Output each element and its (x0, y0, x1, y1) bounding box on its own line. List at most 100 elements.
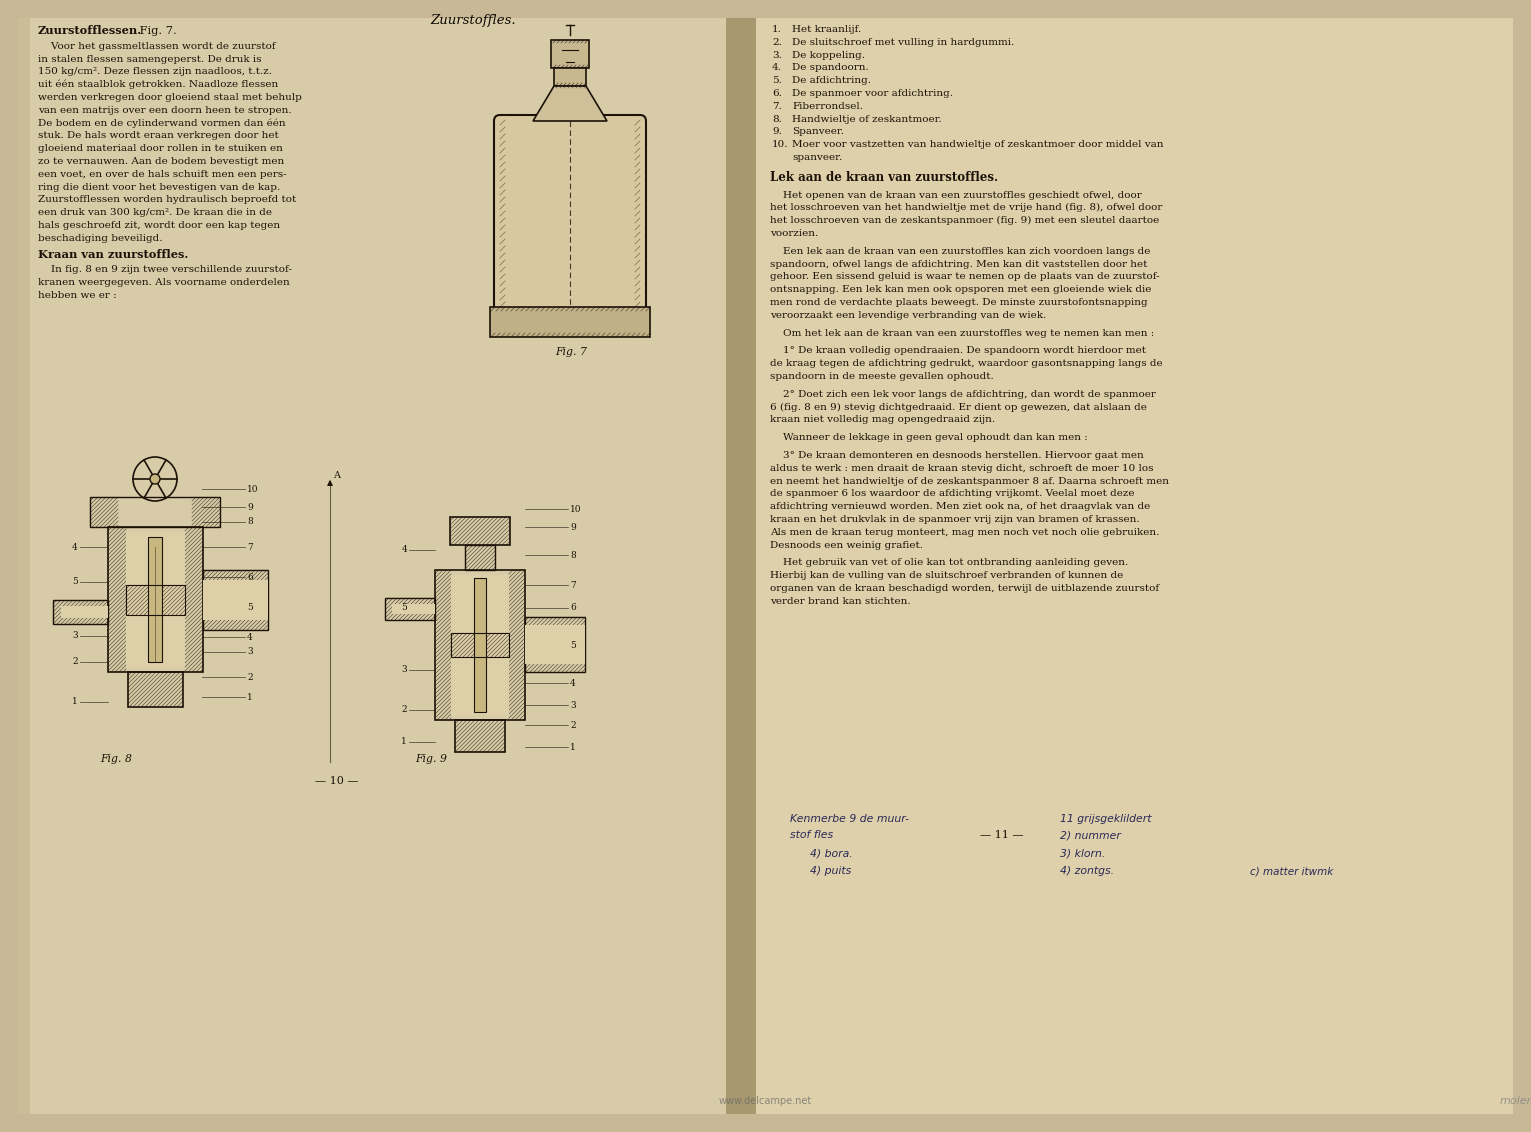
Text: Zuurstofflessen worden hydraulisch beproefd tot: Zuurstofflessen worden hydraulisch bepro… (38, 196, 297, 205)
Text: Het gebruik van vet of olie kan tot ontbranding aanleiding geven.: Het gebruik van vet of olie kan tot ontb… (770, 558, 1128, 567)
Text: 3° De kraan demonteren en desnoods herstellen. Hiervoor gaat men: 3° De kraan demonteren en desnoods herst… (770, 451, 1144, 460)
Text: Fiberrondsel.: Fiberrondsel. (792, 102, 863, 111)
Text: werden verkregen door gloeiend staal met behulp: werden verkregen door gloeiend staal met… (38, 93, 302, 102)
Text: De afdichtring.: De afdichtring. (792, 76, 871, 85)
Text: 7: 7 (246, 542, 253, 551)
Bar (392, 604, 435, 614)
Bar (384, 598, 435, 620)
Text: 4: 4 (72, 542, 78, 551)
Bar (452, 575, 508, 715)
Text: 1: 1 (246, 693, 253, 702)
Text: De spandoorn.: De spandoorn. (792, 63, 868, 72)
Text: gloeiend materiaal door rollen in te stuiken en: gloeiend materiaal door rollen in te stu… (38, 144, 283, 153)
Text: Kraan van zuurstoffles.: Kraan van zuurstoffles. (38, 249, 188, 259)
Text: www.delcampe.net: www.delcampe.net (718, 1096, 811, 1106)
Text: 6 (fig. 8 en 9) stevig dichtgedraaid. Er dient op gewezen, dat alslaan de: 6 (fig. 8 en 9) stevig dichtgedraaid. Er… (770, 403, 1147, 412)
Text: kraan niet volledig mag opengedraaid zijn.: kraan niet volledig mag opengedraaid zij… (770, 415, 995, 424)
Bar (726, 18, 756, 1114)
Text: 1: 1 (72, 697, 78, 706)
Text: 8.: 8. (772, 114, 782, 123)
Bar (109, 528, 204, 672)
Text: Het openen van de kraan van een zuurstoffles geschiedt ofwel, door: Het openen van de kraan van een zuurstof… (770, 190, 1142, 199)
Text: 5: 5 (401, 603, 407, 612)
Bar (204, 571, 268, 631)
Text: hebben we er :: hebben we er : (38, 291, 116, 300)
Bar (90, 497, 220, 528)
Polygon shape (533, 86, 606, 121)
Text: veroorzaakt een levendige verbranding van de wiek.: veroorzaakt een levendige verbranding va… (770, 311, 1046, 320)
Text: kranen weergegeven. Als voorname onderdelen: kranen weergegeven. Als voorname onderde… (38, 278, 289, 288)
Bar (126, 585, 185, 615)
Bar (149, 537, 162, 662)
Text: De bodem en de cylinderwand vormen dan één: De bodem en de cylinderwand vormen dan é… (38, 118, 286, 128)
Text: — 11 —: — 11 — (980, 830, 1024, 840)
Text: 2: 2 (401, 705, 407, 714)
Bar (525, 625, 585, 664)
Text: het losschroeven van het handwieltje met de vrije hand (fig. 8), ofwel door: het losschroeven van het handwieltje met… (770, 204, 1162, 213)
Text: de kraag tegen de afdichtring gedrukt, waardoor gasontsnapping langs de: de kraag tegen de afdichtring gedrukt, w… (770, 359, 1162, 368)
Text: 9: 9 (570, 523, 576, 532)
Text: 6: 6 (246, 573, 253, 582)
Text: De spanmoer voor afdichtring.: De spanmoer voor afdichtring. (792, 89, 952, 98)
Text: spandoorn in de meeste gevallen ophoudt.: spandoorn in de meeste gevallen ophoudt. (770, 372, 994, 381)
Text: Hierbij kan de vulling van de sluitschroef verbranden of kunnen de: Hierbij kan de vulling van de sluitschro… (770, 572, 1124, 581)
Text: spandoorn, ofwel langs de afdichtring. Men kan dit vaststellen door het: spandoorn, ofwel langs de afdichtring. M… (770, 259, 1147, 268)
Text: afdichtring vernieuwd worden. Men ziet ook na, of het draagvlak van de: afdichtring vernieuwd worden. Men ziet o… (770, 503, 1150, 512)
Text: 2: 2 (246, 672, 253, 681)
Bar (450, 517, 510, 544)
Text: De sluitschroef met vulling in hardgummi.: De sluitschroef met vulling in hardgummi… (792, 37, 1014, 46)
Text: 5: 5 (570, 641, 576, 650)
Text: zo te vernauwen. Aan de bodem bevestigt men: zo te vernauwen. Aan de bodem bevestigt … (38, 157, 285, 166)
Text: 3: 3 (570, 701, 576, 710)
Bar (204, 580, 268, 620)
Text: van een matrijs over een doorn heen te stropen.: van een matrijs over een doorn heen te s… (38, 105, 291, 114)
Text: molen: molen (1500, 1096, 1531, 1106)
Bar (490, 307, 651, 337)
Text: 6: 6 (570, 603, 576, 612)
Text: Wanneer de lekkage in geen geval ophoudt dan kan men :: Wanneer de lekkage in geen geval ophoudt… (770, 434, 1087, 443)
Text: Fig. 8: Fig. 8 (100, 754, 132, 764)
Bar (475, 578, 485, 712)
Text: Fig. 9: Fig. 9 (415, 754, 447, 764)
Text: Handwieltje of zeskantmoer.: Handwieltje of zeskantmoer. (792, 114, 942, 123)
Text: 4) puits: 4) puits (810, 866, 851, 876)
Text: 9.: 9. (772, 128, 782, 136)
Text: 1.: 1. (772, 25, 782, 34)
Text: verder brand kan stichten.: verder brand kan stichten. (770, 597, 911, 606)
Text: Fig. 7: Fig. 7 (556, 348, 586, 357)
Text: In fig. 8 en 9 zijn twee verschillende zuurstof-: In fig. 8 en 9 zijn twee verschillende z… (38, 265, 292, 274)
Text: spanveer.: spanveer. (792, 153, 842, 162)
Text: Een lek aan de kraan van een zuurstoffles kan zich voordoen langs de: Een lek aan de kraan van een zuurstoffle… (770, 247, 1150, 256)
Text: Spanveer.: Spanveer. (792, 128, 844, 136)
Text: kraan en het drukvlak in de spanmoer vrij zijn van bramen of krassen.: kraan en het drukvlak in de spanmoer vri… (770, 515, 1139, 524)
Text: stuk. De hals wordt eraan verkregen door het: stuk. De hals wordt eraan verkregen door… (38, 131, 279, 140)
Text: stof fles: stof fles (790, 830, 833, 840)
Text: 1° De kraan volledig opendraaien. De spandoorn wordt hierdoor met: 1° De kraan volledig opendraaien. De spa… (770, 346, 1147, 355)
Bar (18, 18, 31, 1114)
Text: in stalen flessen samengeperst. De druk is: in stalen flessen samengeperst. De druk … (38, 54, 262, 63)
Text: organen van de kraan beschadigd worden, terwijl de uitblazende zuurstof: organen van de kraan beschadigd worden, … (770, 584, 1159, 593)
Text: De koppeling.: De koppeling. (792, 51, 865, 60)
Text: 7: 7 (570, 581, 576, 590)
Text: 10.: 10. (772, 140, 788, 149)
Text: 8: 8 (570, 550, 576, 559)
Text: de spanmoer 6 los waardoor de afdichting vrijkomt. Veelal moet deze: de spanmoer 6 los waardoor de afdichting… (770, 489, 1134, 498)
Text: 11 grijsgeklildert: 11 grijsgeklildert (1059, 814, 1151, 824)
Text: 4.: 4. (772, 63, 782, 72)
Text: 4: 4 (570, 678, 576, 687)
FancyBboxPatch shape (495, 115, 646, 314)
Text: Desnoods een weinig grafiet.: Desnoods een weinig grafiet. (770, 541, 923, 550)
Text: — 10 —: — 10 — (315, 777, 358, 786)
Bar (465, 544, 495, 571)
Text: 2° Doet zich een lek voor langs de afdichtring, dan wordt de spanmoer: 2° Doet zich een lek voor langs de afdic… (770, 389, 1156, 398)
Bar (129, 672, 184, 708)
Text: 8: 8 (246, 517, 253, 526)
Text: Fig. 7.: Fig. 7. (136, 26, 176, 36)
Text: aldus te werk : men draait de kraan stevig dicht, schroeft de moer 10 los: aldus te werk : men draait de kraan stev… (770, 464, 1153, 473)
Text: 3) klorn.: 3) klorn. (1059, 849, 1105, 859)
Text: 2.: 2. (772, 37, 782, 46)
Circle shape (150, 474, 161, 484)
Bar (54, 600, 109, 624)
Bar (452, 633, 508, 657)
Text: Zuurstoffles.: Zuurstoffles. (430, 14, 516, 27)
